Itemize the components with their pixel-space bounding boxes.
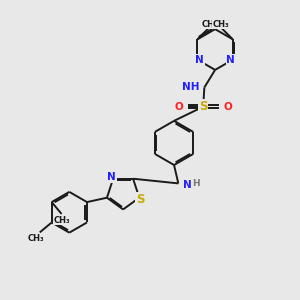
- Text: H: H: [193, 179, 200, 188]
- Text: N: N: [226, 55, 235, 65]
- Text: O: O: [224, 102, 232, 112]
- Text: S: S: [199, 100, 208, 113]
- Text: N: N: [183, 180, 191, 190]
- Text: NH: NH: [182, 82, 199, 92]
- Text: CH₃: CH₃: [28, 234, 45, 243]
- Text: O: O: [174, 102, 183, 112]
- Text: CH₃: CH₃: [201, 20, 218, 29]
- Text: N: N: [107, 172, 116, 182]
- Text: CH₃: CH₃: [212, 20, 229, 29]
- Text: S: S: [136, 193, 145, 206]
- Text: CH₃: CH₃: [53, 216, 70, 225]
- Text: N: N: [195, 55, 204, 65]
